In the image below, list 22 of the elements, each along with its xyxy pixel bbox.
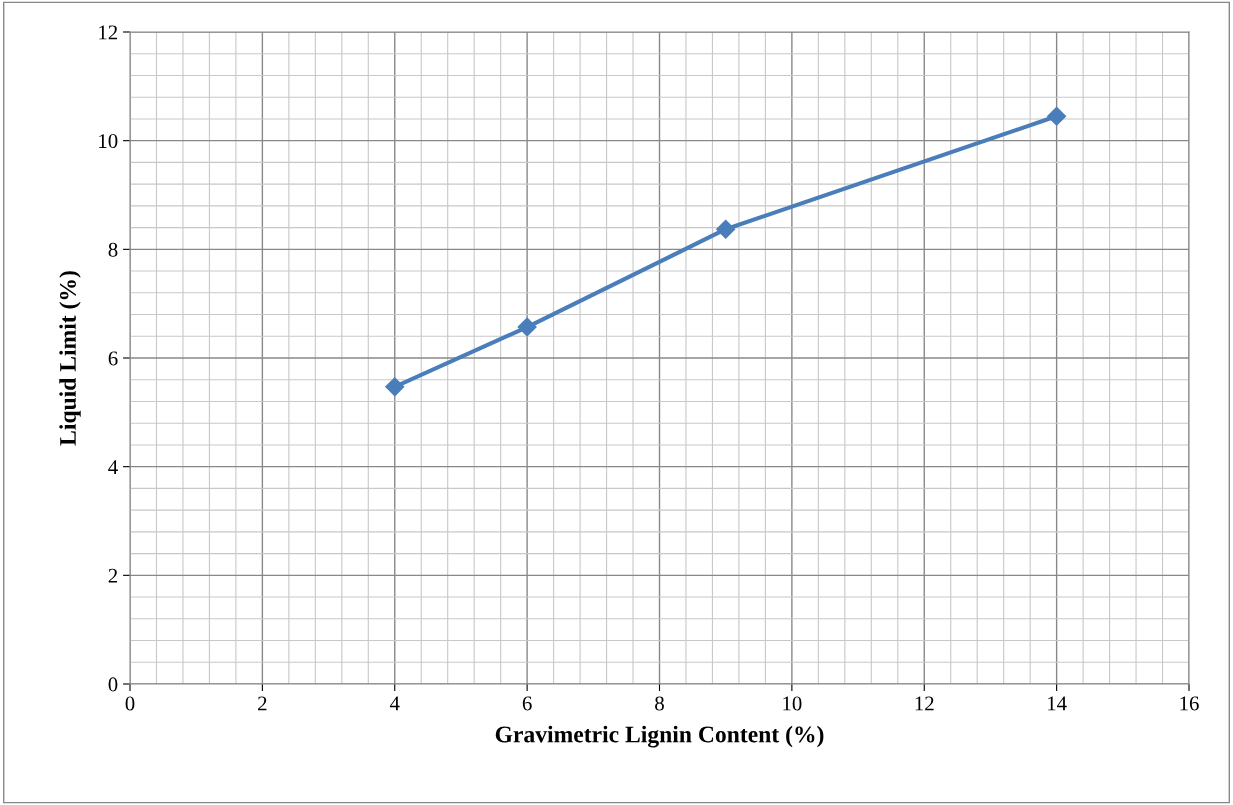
x-axis-title: Gravimetric Lignin Content (%) <box>495 725 824 748</box>
point <box>517 317 537 337</box>
x-tick-label: 8 <box>655 696 664 711</box>
x-tick-label: 2 <box>258 696 267 711</box>
point <box>716 219 736 239</box>
y-tick-label: 0 <box>108 677 118 692</box>
x-tick-label: 12 <box>915 696 934 711</box>
y-tick-label: 8 <box>108 242 118 257</box>
y-tick-label: 6 <box>108 351 118 366</box>
point <box>385 377 405 397</box>
x-tick-label: 0 <box>125 696 135 711</box>
y-tick-label: 12 <box>99 25 118 40</box>
x-tick-label: 10 <box>783 696 802 711</box>
x-tick-label: 14 <box>1048 696 1067 711</box>
x-tick-label: 4 <box>389 696 400 711</box>
x-tick-label: 16 <box>1180 696 1199 711</box>
x-tick-label: 6 <box>522 696 532 711</box>
point <box>1047 106 1067 126</box>
y-tick-label: 10 <box>99 134 118 149</box>
y-tick-label: 2 <box>108 568 118 583</box>
y-tick-label: 4 <box>108 460 118 474</box>
y-axis-title: Liquid Limit (%) <box>59 271 81 446</box>
